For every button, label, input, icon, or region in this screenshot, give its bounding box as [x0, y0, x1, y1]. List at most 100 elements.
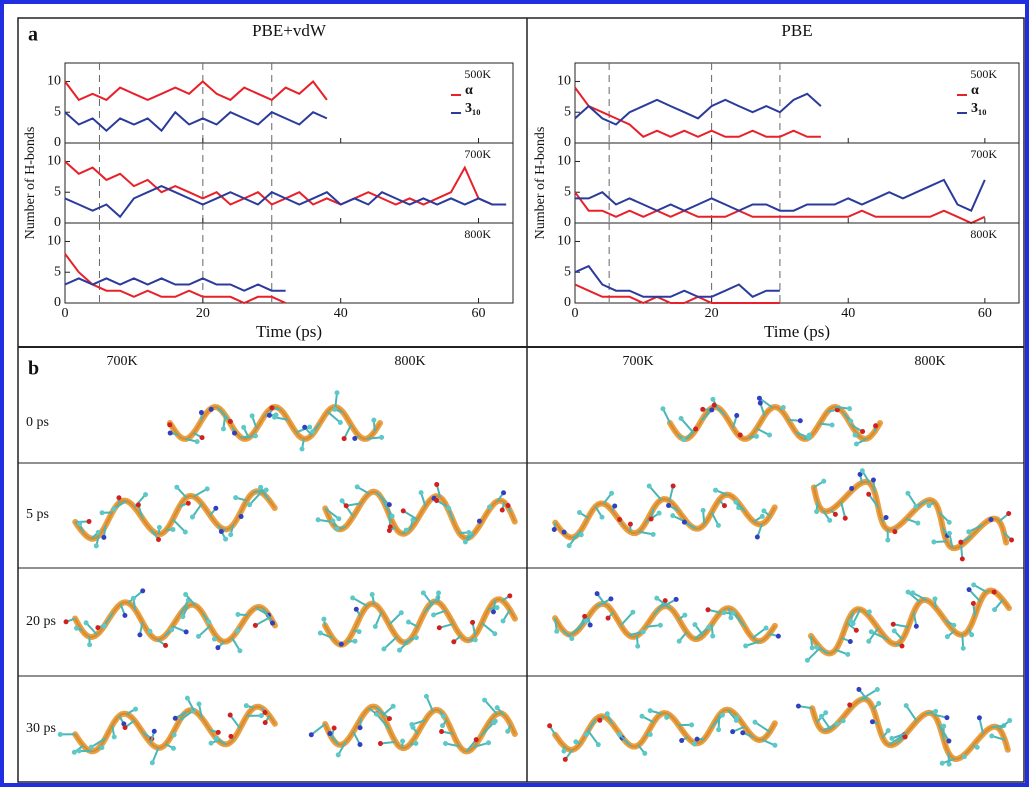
- atom: [681, 437, 687, 443]
- atom: [352, 638, 358, 644]
- atom: [834, 721, 840, 727]
- atom: [482, 697, 488, 703]
- atom: [902, 734, 908, 740]
- ribbon: [72, 599, 278, 645]
- temperature-label: 700K: [970, 147, 997, 161]
- bond: [85, 622, 98, 636]
- series-line: [575, 178, 986, 213]
- atom: [405, 619, 411, 625]
- bond: [620, 611, 634, 627]
- atom: [583, 731, 589, 737]
- atom: [88, 744, 94, 750]
- atom: [486, 504, 492, 510]
- bond: [465, 739, 477, 753]
- bond: [375, 713, 390, 730]
- atom: [252, 433, 258, 439]
- atom: [689, 722, 695, 728]
- bond: [820, 715, 832, 731]
- atom: [630, 609, 636, 615]
- molecule: [552, 591, 781, 649]
- atom: [172, 715, 178, 721]
- ribbon: [552, 706, 778, 753]
- molecule: [317, 590, 518, 653]
- atom: [439, 729, 445, 735]
- atom: [143, 492, 149, 498]
- atom: [959, 556, 965, 562]
- atom: [976, 715, 982, 721]
- y-tick-label: 5: [564, 264, 571, 279]
- bond: [380, 740, 396, 745]
- atom: [946, 761, 952, 767]
- atom: [434, 482, 440, 488]
- x-tick-label: 60: [472, 306, 486, 321]
- row-label: 30 ps: [26, 721, 56, 736]
- atom: [208, 406, 214, 412]
- bond: [178, 709, 194, 722]
- chart-title: PBE+vdW: [252, 21, 327, 40]
- y-axis-label: Number of H-bonds: [23, 127, 38, 240]
- atom: [682, 612, 688, 618]
- bond: [352, 597, 368, 607]
- series-line: [574, 87, 821, 138]
- ribbon: [810, 478, 1010, 552]
- atom: [754, 534, 760, 540]
- bond: [888, 733, 905, 746]
- atom: [137, 632, 143, 638]
- atom: [931, 539, 937, 545]
- atom: [966, 587, 972, 593]
- bond: [570, 619, 587, 636]
- molecule: [804, 582, 1013, 663]
- series-line: [64, 253, 287, 305]
- atom: [599, 514, 605, 520]
- atom: [174, 484, 180, 490]
- bond: [382, 500, 393, 517]
- atom: [63, 619, 69, 625]
- atom: [827, 517, 833, 523]
- atom: [866, 638, 872, 644]
- atom: [814, 509, 820, 515]
- bond: [216, 406, 232, 423]
- atom: [932, 596, 938, 602]
- atom: [821, 478, 827, 484]
- atom: [111, 734, 117, 740]
- bond: [483, 699, 498, 715]
- x-tick-label: 0: [62, 306, 69, 321]
- atom: [338, 641, 344, 647]
- atom: [223, 536, 229, 542]
- atom: [710, 396, 716, 402]
- atom: [1009, 537, 1015, 543]
- atom: [208, 740, 214, 746]
- atom: [847, 639, 853, 645]
- atom: [642, 750, 648, 756]
- y-tick-label: 5: [54, 184, 61, 199]
- atom: [494, 705, 500, 711]
- bond: [891, 732, 907, 740]
- y-tick-label: 10: [557, 234, 571, 249]
- atom: [737, 432, 743, 438]
- atom: [868, 629, 874, 635]
- bond: [90, 737, 106, 748]
- atom: [213, 505, 219, 511]
- atom: [899, 643, 905, 649]
- atom: [757, 400, 763, 406]
- atom: [505, 728, 511, 734]
- atom: [377, 741, 383, 747]
- atom: [595, 742, 601, 748]
- atom: [272, 414, 278, 420]
- atom: [269, 405, 275, 411]
- atom: [834, 407, 840, 413]
- series-line: [64, 185, 507, 219]
- atom: [431, 612, 437, 618]
- atom: [992, 607, 998, 613]
- atom: [198, 410, 204, 416]
- atom: [180, 614, 186, 620]
- atom: [554, 628, 560, 634]
- y-tick-label: 0: [564, 295, 571, 310]
- atom: [171, 732, 177, 738]
- atom: [829, 422, 835, 428]
- atom: [678, 416, 684, 422]
- atom: [386, 716, 392, 722]
- atom: [228, 532, 234, 538]
- atom: [710, 633, 716, 639]
- atom: [196, 633, 202, 639]
